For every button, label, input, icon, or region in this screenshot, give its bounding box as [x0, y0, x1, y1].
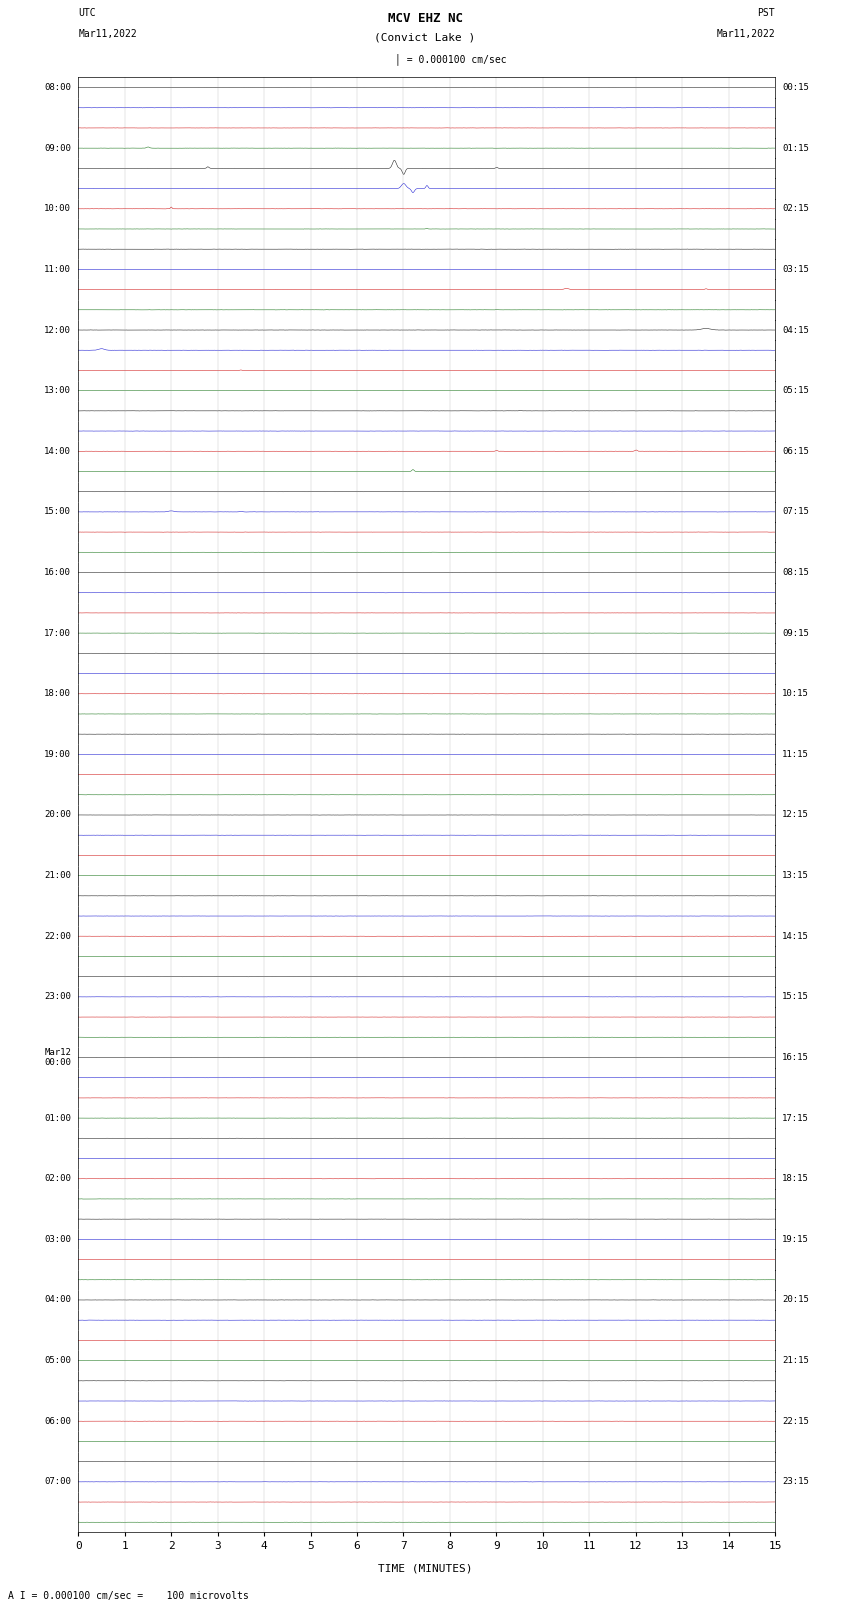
Text: 09:00: 09:00	[44, 144, 71, 153]
Text: 06:00: 06:00	[44, 1416, 71, 1426]
Text: 03:00: 03:00	[44, 1236, 71, 1244]
Text: 20:15: 20:15	[782, 1295, 809, 1305]
Text: 13:00: 13:00	[44, 386, 71, 395]
Text: 17:00: 17:00	[44, 629, 71, 637]
Text: Mar11,2022: Mar11,2022	[717, 29, 775, 39]
Text: 01:00: 01:00	[44, 1113, 71, 1123]
Text: 22:00: 22:00	[44, 932, 71, 940]
Text: 16:00: 16:00	[44, 568, 71, 577]
Text: 00:15: 00:15	[782, 82, 809, 92]
Text: 08:00: 08:00	[44, 82, 71, 92]
Text: 09:15: 09:15	[782, 629, 809, 637]
Text: Mar11,2022: Mar11,2022	[78, 29, 137, 39]
Text: 15:15: 15:15	[782, 992, 809, 1002]
Text: 12:00: 12:00	[44, 326, 71, 334]
Text: 22:15: 22:15	[782, 1416, 809, 1426]
Text: 07:00: 07:00	[44, 1478, 71, 1486]
Text: 12:15: 12:15	[782, 810, 809, 819]
Text: 14:15: 14:15	[782, 932, 809, 940]
Text: 11:15: 11:15	[782, 750, 809, 758]
Text: 06:15: 06:15	[782, 447, 809, 456]
Text: 14:00: 14:00	[44, 447, 71, 456]
Text: 04:15: 04:15	[782, 326, 809, 334]
Text: 10:15: 10:15	[782, 689, 809, 698]
Text: 15:00: 15:00	[44, 508, 71, 516]
Text: 18:15: 18:15	[782, 1174, 809, 1184]
Text: 20:00: 20:00	[44, 810, 71, 819]
Text: (Convict Lake ): (Convict Lake )	[374, 32, 476, 42]
Text: 02:00: 02:00	[44, 1174, 71, 1184]
Text: MCV EHZ NC: MCV EHZ NC	[388, 11, 462, 24]
Text: 21:00: 21:00	[44, 871, 71, 881]
Text: 23:15: 23:15	[782, 1478, 809, 1486]
Text: PST: PST	[757, 8, 775, 18]
Text: 03:15: 03:15	[782, 265, 809, 274]
Text: 10:00: 10:00	[44, 205, 71, 213]
Text: 11:00: 11:00	[44, 265, 71, 274]
Text: 18:00: 18:00	[44, 689, 71, 698]
Text: Mar12
00:00: Mar12 00:00	[44, 1048, 71, 1068]
Text: 19:00: 19:00	[44, 750, 71, 758]
Text: 19:15: 19:15	[782, 1236, 809, 1244]
Text: 05:15: 05:15	[782, 386, 809, 395]
Text: 01:15: 01:15	[782, 144, 809, 153]
Text: 08:15: 08:15	[782, 568, 809, 577]
Text: │ = 0.000100 cm/sec: │ = 0.000100 cm/sec	[395, 53, 507, 66]
Text: TIME (MINUTES): TIME (MINUTES)	[377, 1563, 473, 1574]
Text: 05:00: 05:00	[44, 1357, 71, 1365]
Text: 04:00: 04:00	[44, 1295, 71, 1305]
Text: UTC: UTC	[78, 8, 96, 18]
Text: 07:15: 07:15	[782, 508, 809, 516]
Text: 21:15: 21:15	[782, 1357, 809, 1365]
Text: 17:15: 17:15	[782, 1113, 809, 1123]
Text: 16:15: 16:15	[782, 1053, 809, 1061]
Text: 23:00: 23:00	[44, 992, 71, 1002]
Text: A I = 0.000100 cm/sec =    100 microvolts: A I = 0.000100 cm/sec = 100 microvolts	[8, 1590, 249, 1600]
Text: 13:15: 13:15	[782, 871, 809, 881]
Text: 02:15: 02:15	[782, 205, 809, 213]
